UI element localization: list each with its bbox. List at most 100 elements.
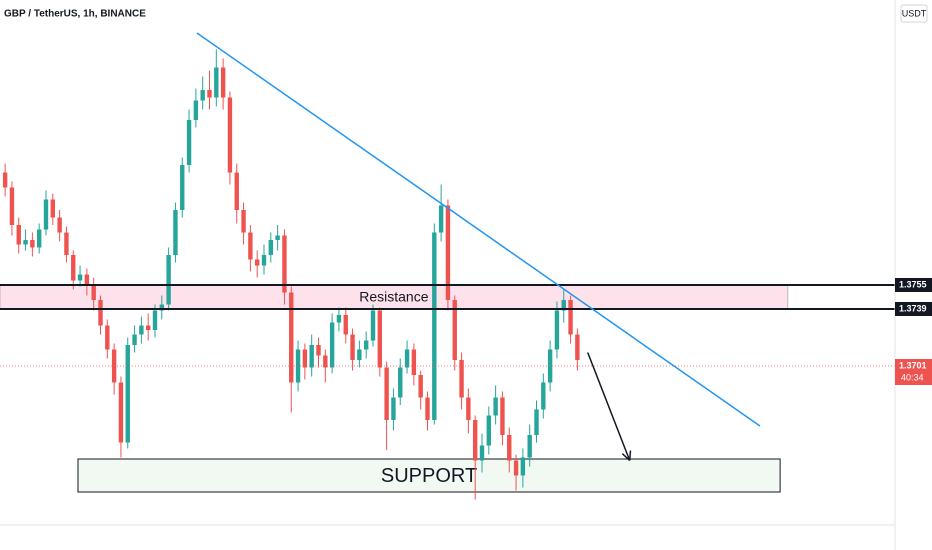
candle-body — [316, 345, 321, 356]
candle-body — [554, 310, 560, 350]
candle-body — [323, 355, 328, 368]
candle-body — [404, 349, 410, 368]
candle-body — [193, 100, 199, 120]
candle-body — [438, 205, 444, 233]
candle-body — [254, 259, 260, 266]
candle-body — [23, 240, 28, 245]
candle-body — [200, 90, 205, 101]
level-tag — [895, 302, 932, 316]
candle-body — [268, 240, 274, 255]
level-label: 1.3755 — [899, 279, 927, 289]
candle-body — [248, 232, 253, 260]
candle-body — [425, 397, 430, 420]
candle-body — [432, 232, 437, 420]
current-price-tag — [895, 359, 932, 385]
resistance-label: Resistance — [359, 289, 428, 305]
candle-body — [145, 325, 151, 330]
candle-body — [398, 367, 403, 398]
level-label: 1.3739 — [899, 303, 927, 313]
candle-body — [541, 382, 546, 410]
candle-body — [16, 225, 21, 245]
candle-body — [575, 334, 580, 360]
candle-body — [77, 274, 83, 281]
candle-body — [302, 349, 308, 368]
candle-body — [513, 460, 519, 476]
currency[interactable]: USDT — [902, 8, 927, 18]
candle-body — [227, 97, 233, 173]
candle-body — [50, 199, 56, 218]
candle-body — [2, 172, 8, 188]
candle-body — [166, 255, 171, 305]
candle-body — [472, 420, 478, 461]
candle-body — [36, 229, 42, 248]
candle-body — [459, 360, 464, 398]
candle-body — [214, 67, 219, 98]
support-zone — [77, 458, 781, 493]
axes: 1.3755 1.3739 1.3701 40:34 — [895, 278, 932, 385]
overlays — [0, 32, 895, 462]
candle-body — [207, 90, 212, 98]
candle-body — [357, 349, 362, 360]
candle-body — [105, 325, 110, 350]
candle-body — [30, 240, 35, 248]
candle-body — [84, 274, 90, 285]
candle-body — [547, 349, 553, 383]
candle-body — [466, 397, 471, 420]
candle-body — [57, 217, 62, 233]
candle-body — [561, 300, 566, 311]
candle-body — [452, 300, 457, 360]
candle-body — [391, 397, 396, 420]
candle-body — [493, 397, 498, 416]
chart-title: GBP / TetherUS, 1h, BINANCE — [4, 9, 146, 20]
candle-body — [418, 375, 423, 398]
candle-body — [384, 367, 389, 420]
candle-body — [336, 315, 342, 323]
zones: Resistance SUPPORT — [0, 284, 789, 493]
candle-body — [350, 334, 355, 360]
candle-body — [64, 232, 69, 255]
candle-body — [445, 205, 451, 300]
currency-box[interactable] — [900, 4, 928, 23]
candle-body — [220, 67, 226, 98]
candle-body — [500, 397, 505, 435]
candle-body — [43, 199, 49, 230]
support-label: SUPPORT — [381, 465, 477, 487]
candles — [2, 49, 580, 500]
current-price-label: 1.3701 — [899, 360, 927, 370]
candle-body — [152, 310, 158, 330]
level-tag — [895, 278, 932, 292]
candle-body — [173, 210, 178, 255]
candle-body — [534, 409, 539, 435]
candle-body — [9, 187, 15, 225]
candle-body — [289, 292, 294, 383]
arrow-head — [621, 453, 631, 462]
candle-body — [186, 120, 192, 165]
candle-body — [343, 315, 348, 335]
candle-body — [132, 334, 137, 345]
candle-body — [370, 310, 376, 341]
candle-body — [275, 235, 280, 240]
candle-body — [295, 349, 301, 383]
candle-body — [507, 435, 512, 461]
countdown: 40:34 — [901, 372, 924, 382]
candle-body — [411, 349, 417, 375]
candle-body — [241, 210, 246, 233]
candle-body — [125, 345, 130, 443]
candle-body — [282, 235, 287, 293]
candle-body — [180, 165, 185, 210]
candle-body — [377, 310, 383, 368]
trendline — [196, 32, 761, 427]
arrow — [587, 352, 631, 461]
candle-body — [159, 304, 165, 311]
candle-body — [520, 457, 526, 476]
candle-body — [98, 300, 103, 326]
candle-body — [91, 285, 96, 300]
candle-body — [71, 255, 76, 281]
candle-body — [139, 325, 144, 335]
candle-body — [118, 382, 124, 443]
candle-body — [568, 300, 573, 335]
candle-body — [261, 255, 267, 266]
candle-body — [329, 322, 335, 368]
